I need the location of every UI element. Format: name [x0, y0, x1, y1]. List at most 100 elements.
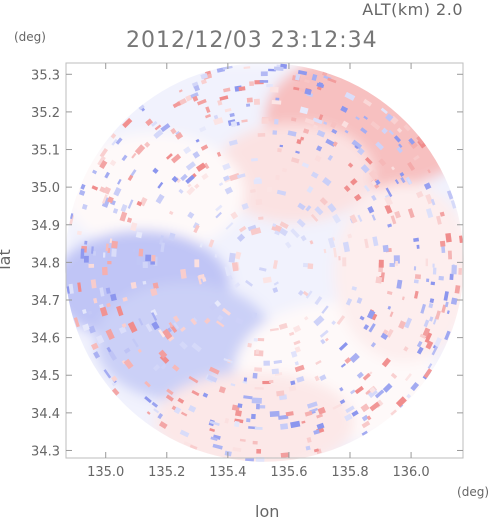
velocity-cell — [150, 261, 155, 265]
velocity-cell — [296, 138, 302, 145]
velocity-cell — [146, 411, 151, 415]
velocity-cell — [416, 244, 420, 249]
velocity-cell — [122, 296, 128, 302]
velocity-cell — [130, 222, 138, 232]
velocity-cell — [416, 340, 423, 348]
velocity-cell — [76, 230, 82, 236]
velocity-cell — [212, 443, 223, 450]
velocity-cell — [275, 174, 280, 181]
velocity-cell — [274, 230, 281, 236]
velocity-cell — [312, 117, 323, 125]
velocity-cell — [333, 247, 338, 258]
velocity-cell — [268, 68, 276, 72]
velocity-cell — [390, 372, 398, 380]
velocity-cell — [171, 175, 179, 183]
velocity-cell — [273, 66, 284, 71]
velocity-cell — [272, 130, 278, 135]
velocity-cell — [257, 133, 266, 137]
velocity-cell — [162, 328, 173, 340]
velocity-cell — [222, 162, 231, 171]
velocity-cell — [304, 117, 315, 125]
velocity-cell — [274, 118, 279, 125]
velocity-cell — [258, 216, 264, 220]
velocity-cell — [165, 394, 174, 402]
velocity-cell — [425, 208, 434, 219]
velocity-cell — [252, 372, 258, 379]
velocity-cell — [127, 321, 138, 333]
velocity-cell — [210, 436, 218, 441]
velocity-cell — [375, 141, 384, 151]
velocity-cell — [384, 204, 393, 215]
velocity-cell — [152, 364, 161, 372]
velocity-cell — [197, 275, 202, 285]
velocity-cell — [454, 285, 461, 294]
velocity-cell — [449, 273, 454, 281]
velocity-cell — [396, 279, 403, 289]
velocity-cell — [314, 155, 322, 163]
velocity-cell — [178, 188, 184, 194]
velocity-cell — [242, 380, 248, 384]
velocity-cell — [399, 171, 405, 177]
y-tick-label: 34.3 — [31, 444, 60, 459]
velocity-cell — [209, 303, 217, 311]
velocity-cell — [404, 373, 412, 382]
velocity-cell — [280, 423, 289, 430]
velocity-cell — [150, 287, 158, 297]
x-tick-label: 136.0 — [392, 465, 429, 480]
velocity-cell — [255, 403, 260, 410]
velocity-cell — [342, 257, 347, 267]
velocity-cell — [194, 183, 200, 189]
velocity-cell — [191, 342, 202, 353]
velocity-cell — [243, 66, 251, 70]
velocity-cell — [321, 305, 329, 314]
velocity-cell — [219, 95, 229, 101]
y-tick-label: 34.8 — [31, 256, 60, 271]
velocity-cell — [327, 154, 334, 161]
velocity-cell — [370, 179, 377, 186]
velocity-cell — [99, 160, 108, 170]
velocity-cell — [190, 318, 198, 326]
velocity-cell — [294, 346, 301, 353]
velocity-cell — [363, 115, 369, 120]
velocity-cell — [279, 144, 284, 148]
velocity-cell — [111, 240, 118, 249]
velocity-cell — [386, 290, 393, 295]
velocity-cell — [354, 145, 359, 150]
velocity-cell — [360, 164, 370, 174]
velocity-cell — [145, 254, 152, 262]
velocity-cell — [229, 172, 241, 182]
velocity-cell — [318, 114, 324, 121]
velocity-cell — [105, 287, 111, 294]
velocity-cell — [287, 130, 297, 137]
velocity-cell — [192, 222, 200, 230]
velocity-cells — [65, 63, 464, 462]
velocity-cell — [295, 74, 301, 81]
velocity-cell — [393, 255, 400, 264]
velocity-cell — [307, 263, 314, 270]
velocity-cell — [276, 390, 285, 397]
velocity-cell — [384, 195, 394, 206]
velocity-cell — [425, 193, 434, 205]
velocity-cell — [152, 167, 159, 174]
velocity-cell — [111, 138, 118, 146]
velocity-cell — [199, 126, 207, 133]
velocity-cell — [105, 328, 115, 341]
velocity-cell — [301, 162, 310, 169]
velocity-cell — [279, 221, 289, 229]
y-tick-label: 35.2 — [31, 106, 60, 121]
velocity-cell — [315, 360, 322, 365]
velocity-cell — [109, 159, 117, 167]
velocity-cell — [253, 98, 260, 105]
velocity-cell — [444, 330, 451, 341]
velocity-cell — [372, 236, 379, 247]
velocity-cell — [251, 312, 258, 318]
velocity-cell — [327, 77, 337, 84]
velocity-cell — [413, 154, 420, 161]
velocity-cell — [426, 278, 430, 283]
velocity-cell — [157, 413, 164, 420]
velocity-cell — [323, 248, 327, 254]
velocity-cell — [241, 202, 249, 210]
velocity-cell — [218, 386, 226, 394]
velocity-cell — [206, 374, 218, 383]
velocity-cell — [306, 185, 314, 194]
